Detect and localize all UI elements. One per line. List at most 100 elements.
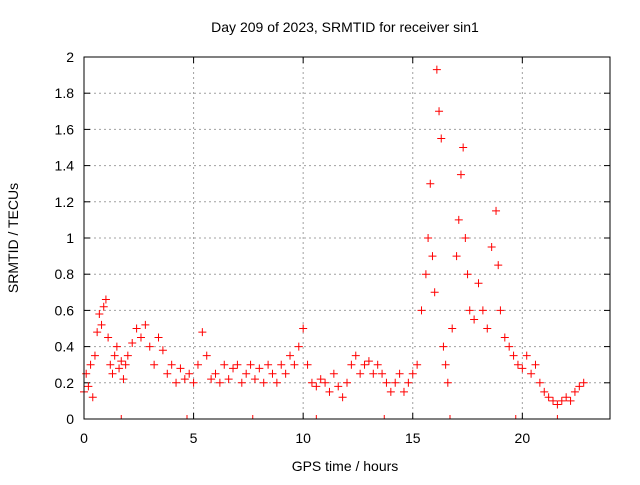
data-point: [172, 378, 181, 387]
y-tick-label: 2: [66, 49, 74, 65]
data-point: [399, 387, 408, 396]
data-point: [465, 306, 474, 315]
data-point: [123, 351, 132, 360]
data-point: [312, 382, 321, 391]
data-point: [428, 252, 437, 261]
data-point: [259, 378, 268, 387]
data-point: [421, 270, 430, 279]
data-point: [338, 393, 347, 402]
data-point: [95, 310, 104, 319]
data-point: [430, 288, 439, 297]
data-point: [382, 378, 391, 387]
data-point: [566, 396, 575, 405]
data-point: [483, 324, 492, 333]
data-point: [220, 360, 229, 369]
data-point: [86, 360, 95, 369]
data-point: [562, 393, 571, 402]
data-point: [115, 364, 124, 373]
data-point: [112, 342, 121, 351]
data-point: [215, 378, 224, 387]
plot-frame: [83, 56, 611, 420]
data-point: [101, 295, 110, 304]
data-point: [492, 206, 501, 215]
baseline-markers: [120, 415, 558, 419]
data-point: [386, 387, 395, 396]
data-point: [351, 351, 360, 360]
data-point: [99, 302, 108, 311]
data-point: [463, 270, 472, 279]
data-point: [246, 360, 255, 369]
data-point: [211, 369, 220, 378]
data-point: [329, 369, 338, 378]
data-point: [316, 375, 325, 384]
data-point: [150, 360, 159, 369]
data-point: [522, 351, 531, 360]
data-point: [553, 400, 562, 409]
x-axis-label: GPS time / hours: [292, 458, 399, 474]
data-point: [343, 378, 351, 387]
data-point: [233, 360, 242, 369]
data-point: [106, 360, 115, 369]
data-point: [117, 357, 126, 366]
data-point: [158, 346, 167, 355]
data-point: [369, 369, 378, 378]
data-point: [360, 360, 369, 369]
data-point: [242, 369, 251, 378]
data-point: [540, 387, 549, 396]
data-point: [417, 306, 426, 315]
data-point: [378, 369, 387, 378]
data-point: [104, 333, 113, 342]
data-point: [513, 360, 522, 369]
axis-ticks: 00.20.40.60.811.21.41.61.820 5 10 15 20: [55, 49, 610, 446]
data-point: [452, 252, 461, 261]
y-tick-label: 1.8: [55, 85, 75, 101]
data-point: [321, 378, 330, 387]
data-point: [579, 378, 588, 387]
y-tick-label: 0.2: [55, 375, 75, 391]
data-point: [325, 387, 334, 396]
data-point: [281, 369, 290, 378]
data-point: [544, 393, 553, 402]
data-point: [448, 324, 457, 333]
x-tick-label: 10: [295, 430, 311, 446]
data-point: [456, 170, 465, 179]
data-point: [459, 143, 468, 152]
y-tick-label: 0: [66, 411, 74, 427]
data-point: [575, 382, 584, 391]
data-point: [334, 382, 343, 391]
data-point: [527, 369, 536, 378]
data-point: [509, 351, 518, 360]
grid: [84, 57, 610, 419]
data-point: [531, 360, 540, 369]
data-point: [229, 364, 238, 373]
data-point: [176, 364, 185, 373]
data-point: [413, 360, 422, 369]
data-point: [180, 375, 189, 384]
data-point: [132, 324, 141, 333]
data-point: [364, 357, 373, 366]
data-point: [154, 333, 163, 342]
data-point: [224, 375, 233, 384]
data-point: [454, 215, 463, 224]
data-point: [518, 364, 527, 373]
data-point: [119, 375, 128, 384]
data-point: [474, 279, 483, 288]
data-point: [439, 342, 448, 351]
data-point: [167, 360, 176, 369]
data-point: [141, 320, 150, 329]
data-point: [404, 378, 413, 387]
y-tick-label: 1: [66, 230, 74, 246]
data-point: [347, 360, 356, 369]
data-point: [356, 369, 365, 378]
data-point: [437, 134, 446, 143]
y-tick-label: 0.4: [55, 339, 75, 355]
data-point: [535, 378, 544, 387]
data-point: [163, 369, 172, 378]
data-point: [391, 378, 400, 387]
data-point: [373, 360, 382, 369]
data-point: [193, 360, 202, 369]
data-point: [136, 333, 145, 342]
data-point: [110, 351, 119, 360]
